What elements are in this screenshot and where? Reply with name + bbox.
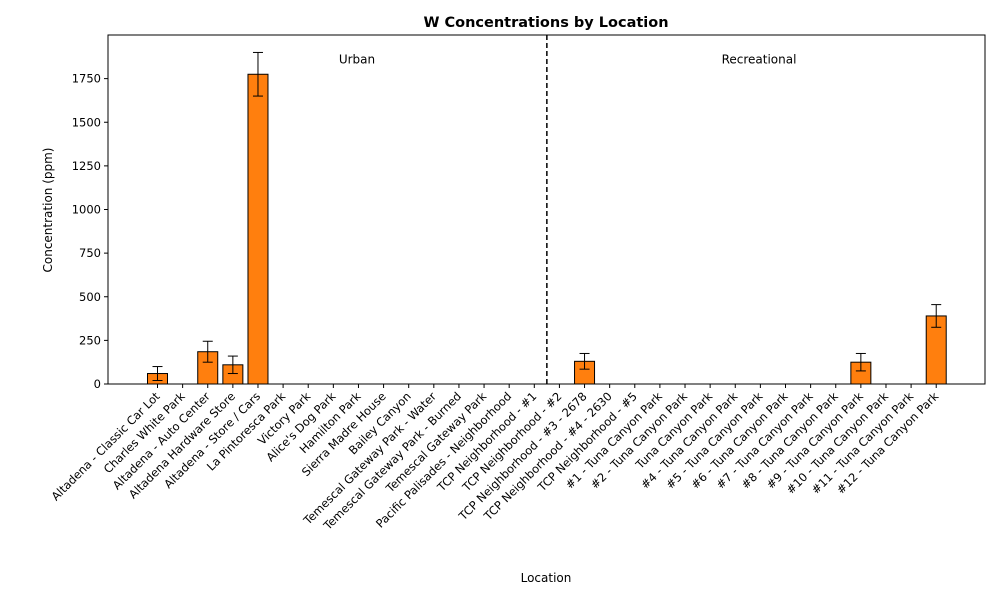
y-tick-label: 1000	[72, 203, 101, 217]
y-tick-label: 1250	[72, 159, 101, 173]
x-axis-label: Location	[521, 571, 572, 585]
y-tick-label: 250	[79, 333, 101, 347]
y-axis-label: Concentration (ppm)	[41, 148, 55, 273]
chart-title: W Concentrations by Location	[423, 15, 668, 31]
region-label-recreational: Recreational	[722, 53, 797, 67]
plot-frame	[107, 34, 986, 385]
y-tick-label: 1500	[72, 115, 101, 129]
bar	[247, 73, 269, 385]
y-tick-label: 500	[79, 290, 101, 304]
y-tick-label: 750	[79, 246, 101, 260]
y-tick-label: 0	[94, 377, 101, 391]
y-tick-label: 1750	[72, 72, 101, 86]
region-label-urban: Urban	[339, 53, 375, 67]
